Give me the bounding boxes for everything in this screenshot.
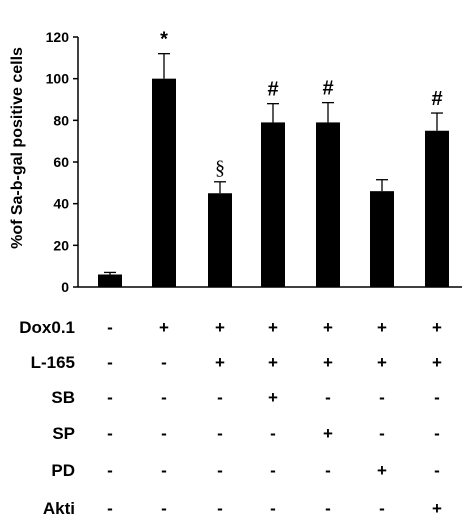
condition-mark: - (217, 499, 223, 518)
y-tick-label: 40 (53, 196, 69, 212)
condition-label: Akti (43, 499, 75, 518)
bar (425, 130, 449, 287)
bar (98, 274, 122, 287)
condition-mark: - (270, 461, 276, 480)
condition-label: PD (51, 461, 75, 480)
condition-mark: + (432, 318, 442, 337)
condition-mark: - (434, 461, 440, 480)
condition-mark: - (270, 499, 276, 518)
condition-mark: + (377, 353, 387, 372)
bar (152, 78, 176, 288)
y-tick-label: 0 (61, 279, 69, 295)
significance-marker: # (322, 78, 333, 100)
condition-mark: - (107, 461, 113, 480)
bar (316, 122, 340, 288)
condition-mark: + (323, 424, 333, 443)
condition-label: SP (52, 424, 75, 443)
condition-mark: - (434, 424, 440, 443)
condition-mark: - (434, 388, 440, 407)
condition-mark: + (215, 353, 225, 372)
y-tick-label: 20 (53, 237, 69, 253)
y-tick-label: 60 (53, 154, 69, 170)
condition-mark: - (379, 388, 385, 407)
condition-mark: - (161, 424, 167, 443)
condition-mark: - (107, 353, 113, 372)
condition-mark: - (325, 461, 331, 480)
condition-mark: + (432, 499, 442, 518)
condition-mark: - (161, 461, 167, 480)
condition-mark: - (270, 424, 276, 443)
condition-mark: - (379, 499, 385, 518)
condition-label: SB (51, 388, 75, 407)
significance-marker: § (215, 157, 225, 179)
condition-mark: + (323, 318, 333, 337)
condition-mark: - (217, 388, 223, 407)
condition-mark: - (107, 499, 113, 518)
condition-mark: + (432, 353, 442, 372)
condition-mark: - (217, 424, 223, 443)
bar (208, 193, 232, 287)
condition-mark: + (268, 353, 278, 372)
condition-mark: + (323, 353, 333, 372)
significance-marker: * (160, 29, 168, 51)
condition-mark: - (161, 388, 167, 407)
y-axis-label: %of Sa-b-gal positive cells (9, 47, 26, 249)
y-tick-label: 100 (46, 71, 70, 87)
condition-mark: - (325, 499, 331, 518)
condition-mark: - (107, 318, 113, 337)
condition-mark: + (159, 318, 169, 337)
bar (261, 122, 285, 288)
condition-label: L-165 (31, 353, 75, 372)
bars (98, 53, 449, 288)
condition-mark: - (107, 388, 113, 407)
condition-mark: - (379, 424, 385, 443)
significance-marker: # (267, 79, 278, 101)
condition-mark: - (325, 388, 331, 407)
bar (370, 191, 394, 287)
treatment-condition-table: Dox0.1 - + + + + + + L-165 - - + + + + + SB - - - + - - - SP - - - -… (19, 318, 442, 518)
condition-mark: + (268, 388, 278, 407)
significance-marker: # (431, 88, 442, 110)
condition-mark: + (377, 318, 387, 337)
y-tick-label: 80 (53, 112, 69, 128)
condition-mark: + (268, 318, 278, 337)
condition-mark: + (215, 318, 225, 337)
significance-markers: * § # # # (160, 29, 442, 179)
y-axis: 0 20 40 60 80 100 120 (46, 29, 462, 295)
condition-mark: - (161, 499, 167, 518)
condition-mark: - (217, 461, 223, 480)
condition-mark: + (377, 461, 387, 480)
condition-mark: - (161, 353, 167, 372)
condition-label: Dox0.1 (19, 318, 75, 337)
condition-mark: - (107, 424, 113, 443)
y-tick-label: 120 (46, 29, 70, 45)
